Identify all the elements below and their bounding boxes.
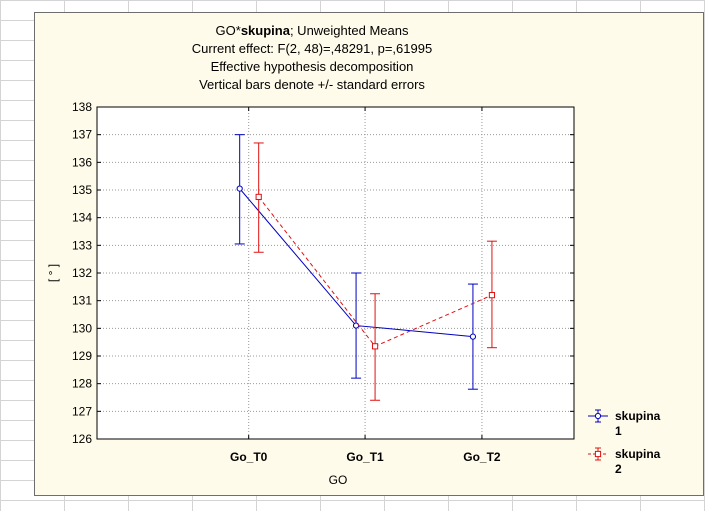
y-tick-label: 136 <box>72 155 92 169</box>
y-tick-label: 138 <box>72 100 92 114</box>
chart-title-line-1: GO*skupina; Unweighted Means <box>216 23 409 38</box>
y-tick-label: 130 <box>72 321 92 335</box>
data-point <box>255 193 262 201</box>
y-tick-label: 128 <box>72 377 92 391</box>
y-tick-label: 127 <box>72 404 92 418</box>
y-tick-label: 126 <box>72 432 92 446</box>
y-axis-label: [ ° ] <box>46 264 60 282</box>
data-point <box>469 333 477 340</box>
data-point <box>488 292 496 299</box>
legend-marker-2 <box>594 450 602 458</box>
x-axis-categories: Go_T0 Go_T1 Go_T2 <box>230 107 501 464</box>
legend-label-1-line-1: skupina <box>615 409 661 423</box>
y-tick-label: 132 <box>72 266 92 280</box>
grid-lines <box>97 107 574 439</box>
chart-title-line-2: Current effect: F(2, 48)=,48291, p=,6199… <box>192 41 432 56</box>
y-tick-label: 131 <box>72 294 92 308</box>
x-category-label: Go_T1 <box>346 450 384 464</box>
y-tick-label: 129 <box>72 349 92 363</box>
data-point <box>236 185 243 192</box>
series-layer <box>234 134 497 401</box>
y-tick-label: 134 <box>72 211 92 225</box>
chart-title-line-3: Effective hypothesis decomposition <box>211 59 414 74</box>
legend-label-2-line-2: 2 <box>615 462 622 476</box>
chart-title-line-4: Vertical bars denote +/- standard errors <box>199 77 425 92</box>
y-tick-label: 133 <box>72 238 92 252</box>
series-2 <box>253 142 497 401</box>
x-category-label: Go_T0 <box>230 450 268 464</box>
legend-label-1-line-2: 1 <box>615 424 622 438</box>
series-1 <box>234 134 478 390</box>
plot-area <box>96 106 575 440</box>
y-axis-ticks: 126 127 128 129 130 131 132 133 134 135 136 137 138 <box>72 100 574 446</box>
legend-marker-1 <box>594 412 602 420</box>
y-tick-label: 137 <box>72 128 92 142</box>
chart-window[interactable]: GO*skupina; Unweighted Means Current eff… <box>34 12 704 496</box>
x-category-label: Go_T2 <box>463 450 501 464</box>
data-point <box>371 343 379 350</box>
x-axis-label: GO <box>329 473 348 487</box>
legend-label-2-line-1: skupina <box>615 447 661 461</box>
y-tick-label: 135 <box>72 183 92 197</box>
chart-svg: GO*skupina; Unweighted Means Current eff… <box>46 23 661 487</box>
